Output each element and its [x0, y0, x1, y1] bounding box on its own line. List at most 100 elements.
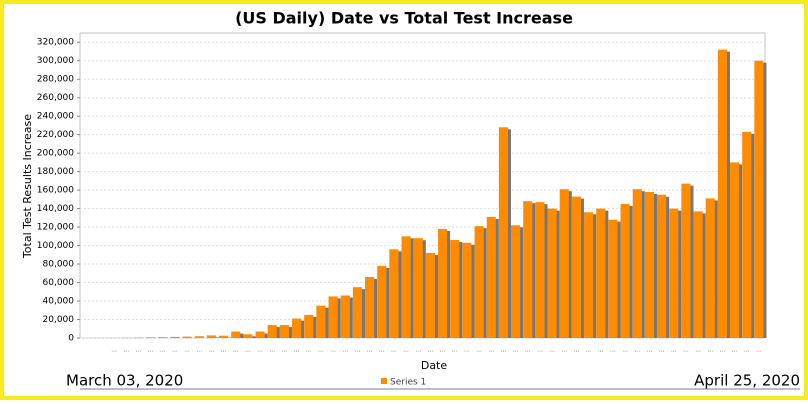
bar: [754, 61, 763, 338]
bar: [450, 240, 459, 338]
x-tick-label: ...: [184, 347, 190, 354]
x-tick-label: ...: [549, 347, 555, 354]
x-tick-label: ...: [488, 347, 494, 354]
bar: [219, 336, 228, 338]
bar: [499, 127, 508, 338]
bar: [243, 334, 252, 338]
bar: [158, 337, 167, 338]
x-tick-label: ...: [452, 347, 458, 354]
x-tick-label: ...: [209, 347, 215, 354]
bar: [535, 202, 544, 338]
x-tick-label: ...: [415, 347, 421, 354]
y-tick-label: 0: [68, 334, 74, 344]
bar: [195, 336, 204, 338]
bar: [316, 306, 325, 338]
bar: [730, 162, 739, 338]
x-tick-label: ...: [111, 347, 117, 354]
y-tick-label: 260,000: [37, 93, 74, 103]
x-tick-label: ...: [610, 347, 616, 354]
x-tick-label: ...: [525, 347, 531, 354]
bar: [365, 277, 374, 338]
x-tick-label: ...: [720, 347, 726, 354]
y-tick-label: 160,000: [37, 186, 74, 196]
x-tick-label: ...: [294, 347, 300, 354]
bar: [718, 50, 727, 338]
x-tick-label: ...: [513, 347, 519, 354]
y-tick-label: 180,000: [37, 167, 74, 177]
bar: [170, 337, 179, 338]
x-tick-label: ...: [683, 347, 689, 354]
annotation: March 03, 2020: [66, 372, 183, 390]
y-tick-label: 120,000: [37, 223, 74, 233]
x-tick-label: ...: [367, 347, 373, 354]
bar: [596, 209, 605, 338]
x-tick-label: ...: [221, 347, 227, 354]
x-axis-label: Date: [421, 359, 448, 372]
y-tick-label: 200,000: [37, 149, 74, 159]
x-tick-label: ...: [282, 347, 288, 354]
y-tick-label: 320,000: [37, 38, 74, 48]
x-tick-label: ...: [160, 347, 166, 354]
y-tick-label: 40,000: [43, 297, 75, 307]
bar: [231, 332, 240, 338]
x-tick-label: ...: [598, 347, 604, 354]
x-tick-label: ...: [659, 347, 665, 354]
x-tick-label: ...: [695, 347, 701, 354]
bar: [438, 229, 447, 338]
bar: [523, 201, 532, 338]
x-tick-label: ...: [196, 347, 202, 354]
bar: [207, 335, 216, 338]
x-tick-label: ...: [318, 347, 324, 354]
x-tick-label: ...: [622, 347, 628, 354]
bar: [183, 337, 192, 338]
x-tick-label: ...: [257, 347, 263, 354]
x-tick-label: ...: [671, 347, 677, 354]
bar: [548, 209, 557, 338]
x-tick-label: ...: [342, 347, 348, 354]
x-tick-label: ...: [428, 347, 434, 354]
x-tick-label: ...: [476, 347, 482, 354]
x-tick-label: ...: [233, 347, 239, 354]
bar: [621, 204, 630, 338]
bar: [329, 296, 338, 338]
x-tick-label: ...: [172, 347, 178, 354]
bar: [572, 197, 581, 338]
y-tick-label: 80,000: [43, 260, 75, 270]
bar: [146, 337, 155, 338]
x-tick-label: ...: [744, 347, 750, 354]
bar: [402, 236, 411, 338]
y-tick-label: 220,000: [37, 130, 74, 140]
x-tick-label: ...: [269, 347, 275, 354]
bar: [560, 189, 569, 338]
x-tick-label: ...: [647, 347, 653, 354]
bar: [268, 325, 277, 338]
bar: [426, 253, 435, 338]
y-tick-label: 100,000: [37, 241, 74, 251]
x-tick-label: ...: [586, 347, 592, 354]
y-tick-label: 140,000: [37, 204, 74, 214]
bar: [608, 220, 617, 338]
bar: [487, 217, 496, 338]
bar: [353, 287, 362, 338]
y-tick-label: 60,000: [43, 278, 75, 288]
y-axis-label: Total Test Results Increase: [21, 114, 34, 259]
x-tick-label: ...: [574, 347, 580, 354]
bar: [694, 211, 703, 338]
bar: [462, 243, 471, 338]
bar: [681, 184, 690, 338]
x-tick-label: ...: [732, 347, 738, 354]
bar: [389, 249, 398, 338]
x-tick-label: ...: [355, 347, 361, 354]
x-tick-label: ...: [379, 347, 385, 354]
x-tick-label: ...: [501, 347, 507, 354]
bar: [657, 195, 666, 338]
y-tick-label: 300,000: [37, 56, 74, 66]
chart-title: (US Daily) Date vs Total Test Increase: [235, 9, 573, 28]
x-tick-label: ...: [537, 347, 543, 354]
y-tick-label: 280,000: [37, 75, 74, 85]
bar: [280, 325, 289, 338]
x-tick-label: ...: [148, 347, 154, 354]
y-tick-label: 240,000: [37, 112, 74, 122]
